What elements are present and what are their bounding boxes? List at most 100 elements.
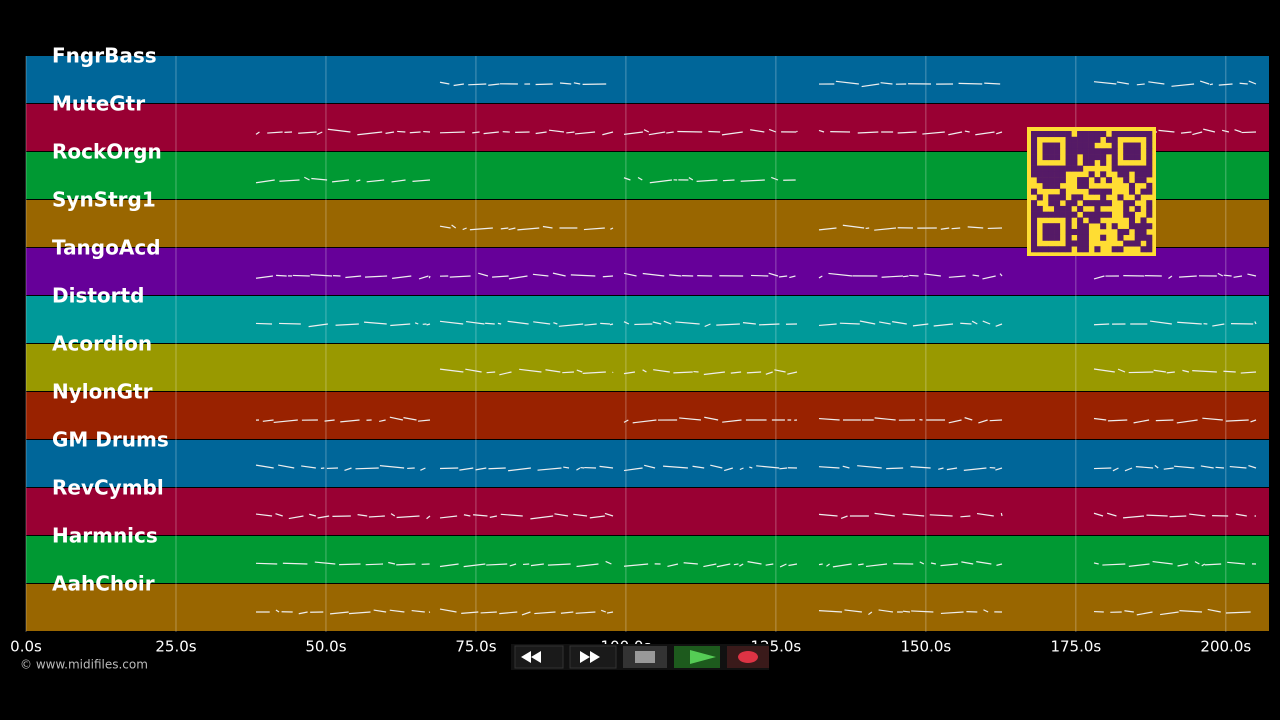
note [508, 275, 528, 280]
qr-module [1123, 154, 1130, 161]
qr-module [1077, 194, 1084, 201]
note [519, 368, 542, 373]
note [902, 610, 911, 613]
note [486, 371, 496, 374]
qr-module [1088, 142, 1095, 149]
note [566, 131, 575, 134]
note [663, 465, 688, 469]
note [552, 272, 566, 277]
note [453, 83, 464, 87]
note [478, 272, 489, 277]
note [963, 467, 987, 471]
note [1000, 512, 1003, 517]
qr-module [1128, 200, 1136, 207]
note [357, 131, 383, 136]
qr-module [1048, 182, 1055, 189]
note [558, 323, 584, 327]
note [304, 176, 310, 181]
qr-module [1146, 205, 1153, 212]
qr-module [1128, 217, 1136, 224]
qr-module [1123, 177, 1130, 184]
qr-module [1100, 194, 1107, 201]
qr-module [1065, 240, 1072, 247]
note [573, 513, 588, 517]
note [922, 131, 945, 135]
qr-module [1100, 200, 1107, 207]
note [500, 227, 509, 230]
qr-module [1048, 131, 1055, 138]
qr-module [1031, 188, 1038, 195]
fast-forward-button[interactable] [569, 645, 617, 669]
note [840, 515, 848, 519]
qr-module [1077, 228, 1084, 236]
note [632, 419, 657, 424]
x-tick-label: 200.0s [1200, 638, 1251, 656]
qr-module [1031, 205, 1038, 212]
qr-module [1117, 171, 1124, 178]
note [940, 227, 950, 230]
qr-module [1071, 154, 1078, 161]
note [623, 131, 644, 135]
note [983, 609, 989, 613]
qr-module [1042, 246, 1049, 253]
stop-button[interactable] [623, 646, 667, 668]
note [1093, 562, 1099, 565]
note [508, 227, 516, 231]
note [739, 467, 744, 471]
qr-module [1088, 154, 1095, 161]
qr-module [1059, 188, 1066, 195]
note [951, 227, 961, 230]
note [989, 419, 1003, 422]
note [288, 515, 304, 520]
qr-module [1071, 165, 1078, 172]
play-button[interactable] [674, 646, 720, 668]
qr-module [1134, 165, 1141, 172]
qr-module [1065, 148, 1072, 155]
note [396, 563, 416, 566]
qr-module [1036, 131, 1043, 138]
qr-module [1100, 131, 1107, 138]
qr-module [1054, 131, 1061, 138]
note [599, 465, 614, 469]
note [878, 609, 894, 613]
qr-module [1042, 142, 1049, 149]
note [488, 83, 500, 86]
note [1135, 466, 1154, 469]
note [439, 467, 459, 470]
qr-module [1094, 205, 1101, 212]
qr-module [1065, 234, 1072, 241]
note [379, 465, 405, 469]
note [1102, 563, 1126, 566]
note [1223, 274, 1232, 277]
qr-module [1054, 154, 1061, 161]
record-button[interactable] [727, 646, 769, 668]
note [390, 323, 411, 327]
note [1166, 371, 1175, 374]
note [722, 179, 735, 182]
qr-module [1088, 159, 1095, 166]
x-tick-label: 75.0s [455, 638, 496, 656]
qr-module [1146, 159, 1153, 166]
rewind-button[interactable] [514, 645, 564, 669]
note [739, 563, 744, 567]
note [420, 467, 426, 471]
qr-module [1054, 246, 1061, 253]
note [967, 226, 984, 229]
qr-module [1117, 131, 1124, 138]
track-labels: FngrBass MuteGtr RockOrgn SynStrg1 TangoAcd D… [52, 44, 169, 596]
note [426, 323, 431, 326]
note [733, 563, 739, 566]
note [451, 224, 457, 229]
qr-module [1146, 188, 1153, 195]
note [826, 563, 830, 567]
note [1176, 419, 1198, 424]
note [749, 466, 753, 469]
note [960, 515, 971, 518]
note [600, 609, 607, 613]
qr-module [1140, 217, 1147, 224]
qr-module [1111, 131, 1118, 138]
note [1168, 275, 1173, 279]
qr-module [1054, 165, 1061, 172]
note [255, 275, 274, 279]
